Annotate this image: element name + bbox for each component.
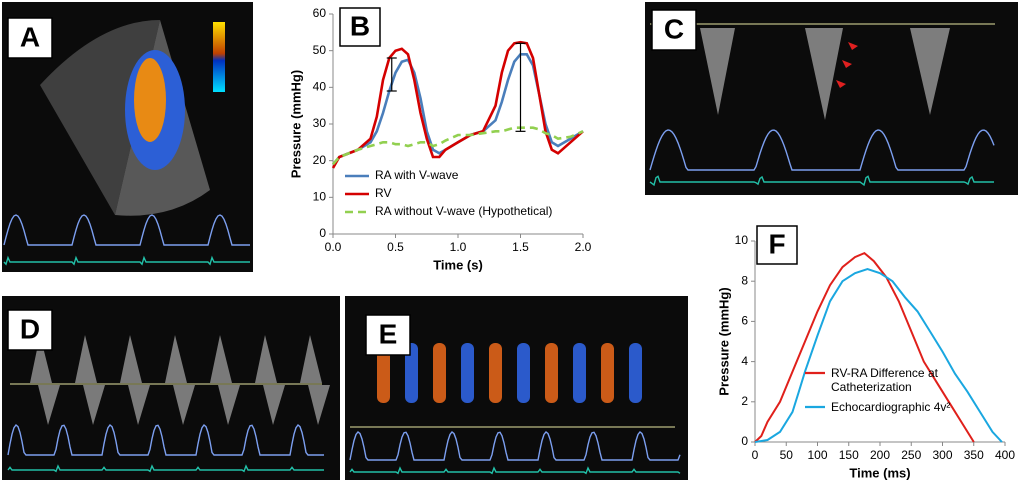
- panel-label-box: [339, 7, 381, 47]
- x-tick-label: 0: [752, 448, 759, 462]
- trace: [349, 466, 681, 475]
- legend-label: RA without V-wave (Hypothetical): [375, 204, 552, 218]
- x-axis-label: Time (ms): [849, 465, 910, 480]
- doppler-envelope: [700, 28, 950, 120]
- color-jet: [545, 343, 558, 403]
- x-axis-label: Time (s): [433, 257, 483, 272]
- legend-label: RA with V-wave: [375, 168, 459, 182]
- doppler-envelope: [120, 335, 150, 425]
- color-jet: [405, 343, 418, 403]
- trace: [349, 431, 681, 461]
- color-bar: [213, 22, 225, 92]
- y-axis-label: Pressure (mmHg): [288, 70, 303, 178]
- color-jet: [629, 343, 642, 403]
- panel-label-box: [756, 225, 798, 265]
- x-tick-label: 200: [870, 448, 890, 462]
- echo-sector: [40, 20, 160, 215]
- panel-label-box: [651, 9, 697, 51]
- x-tick-label: 400: [995, 448, 1015, 462]
- doppler-envelope: [210, 335, 240, 425]
- color-jet: [461, 343, 474, 403]
- doppler-envelope: [255, 335, 285, 425]
- x-tick-label: 100: [807, 448, 827, 462]
- x-tick-label: 350: [964, 448, 984, 462]
- x-tick-label: 1.0: [450, 240, 467, 254]
- trace: [7, 423, 324, 456]
- series-line: [754, 251, 975, 443]
- y-tick-label: 10: [735, 233, 749, 247]
- series-line: [332, 126, 584, 166]
- x-tick-label: 0.0: [325, 240, 342, 254]
- x-tick-label: 250: [901, 448, 921, 462]
- x-tick-label: 0.5: [387, 240, 404, 254]
- arrow: [836, 42, 858, 88]
- x-tick-label: 300: [932, 448, 952, 462]
- color-jet: [573, 343, 586, 403]
- y-tick-label: 30: [313, 116, 327, 130]
- y-tick-label: 6: [741, 314, 748, 328]
- panel-label-box: [7, 309, 53, 351]
- y-tick-label: 4: [741, 354, 748, 368]
- trace: [649, 175, 994, 187]
- panel-label: D: [20, 313, 40, 344]
- trace: [649, 129, 995, 171]
- y-tick-label: 50: [313, 43, 327, 57]
- x-tick-label: 2.0: [575, 240, 592, 254]
- trace: [3, 214, 250, 246]
- doppler-envelope: [30, 335, 60, 425]
- y-tick-label: 60: [313, 6, 327, 20]
- color-doppler: [134, 58, 166, 142]
- y-tick-label: 0: [741, 434, 748, 448]
- y-tick-label: 0: [319, 226, 326, 240]
- color-jet: [517, 343, 530, 403]
- x-tick-label: 50: [780, 448, 794, 462]
- y-tick-label: 10: [313, 190, 327, 204]
- panel-label: E: [379, 318, 398, 349]
- color-jet: [433, 343, 446, 403]
- panel-label: B: [350, 10, 370, 41]
- y-tick-label: 8: [741, 273, 748, 287]
- y-tick-label: 20: [313, 153, 327, 167]
- color-jet: [489, 343, 502, 403]
- doppler-envelope: [165, 335, 195, 425]
- x-tick-label: 1.5: [512, 240, 529, 254]
- panel-label: F: [768, 228, 785, 259]
- panel-label: A: [20, 21, 40, 52]
- panel-label: C: [664, 13, 684, 44]
- legend-label: Echocardiographic 4v²: [831, 400, 951, 414]
- legend-label: RV-RA Difference at Catheterization: [831, 366, 938, 394]
- doppler-envelope: [75, 335, 105, 425]
- y-tick-label: 2: [741, 394, 748, 408]
- x-tick-label: 150: [839, 448, 859, 462]
- panel-label-box: [365, 314, 411, 356]
- series-line: [332, 53, 584, 166]
- trace: [7, 464, 324, 473]
- legend-label: RV: [375, 186, 391, 200]
- color-jet: [601, 343, 614, 403]
- color-jet: [377, 343, 390, 403]
- doppler-envelope: [300, 335, 330, 425]
- series-line: [754, 268, 1003, 443]
- y-tick-label: 40: [313, 80, 327, 94]
- series-line: [331, 40, 584, 169]
- panel-label-box: [7, 17, 53, 59]
- trace: [3, 255, 250, 266]
- y-axis-label: Pressure (mmHg): [716, 287, 731, 395]
